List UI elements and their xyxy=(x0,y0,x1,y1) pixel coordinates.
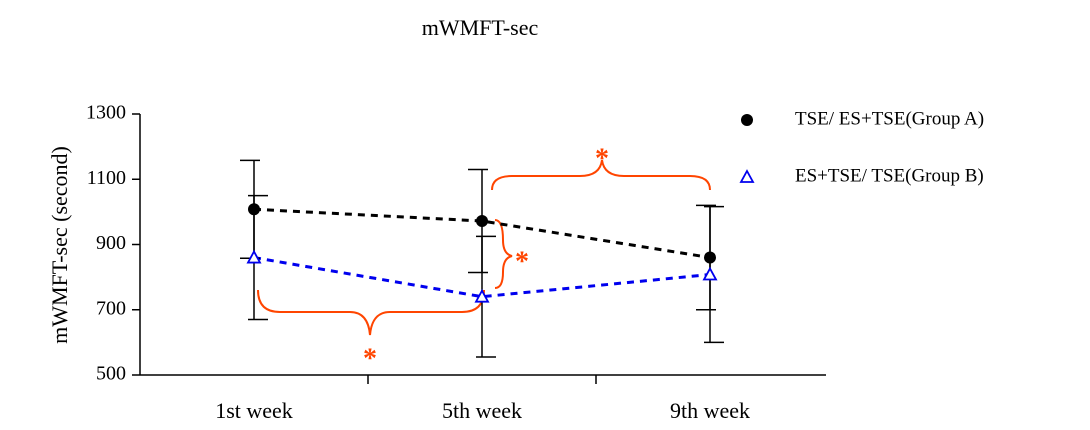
brace xyxy=(495,220,512,288)
page: {"chart_data": {"type": "line", "title":… xyxy=(0,0,1090,430)
legend-marker xyxy=(741,171,753,182)
annotation: * xyxy=(595,143,609,174)
y-tick-label: 1300 xyxy=(86,102,126,124)
chart-title: mWMFT-sec xyxy=(422,15,539,40)
chart: mWMFT-sec mWMFT-sec (second) 500 700 900 11… xyxy=(0,0,1090,430)
brace xyxy=(258,290,484,335)
y-tick-label: 700 xyxy=(96,297,126,319)
marker xyxy=(476,215,488,227)
legend-marker xyxy=(741,114,753,126)
legend-label: TSE/ ES+TSE(Group A) xyxy=(795,108,984,129)
x-tick-label: 9th week xyxy=(670,398,750,423)
y-tick-label: 900 xyxy=(96,232,126,254)
x-tick-label: 1st week xyxy=(215,398,293,423)
y-tick-label: 500 xyxy=(96,363,126,385)
legend-label: ES+TSE/ TSE(Group B) xyxy=(795,165,984,186)
annotation: * xyxy=(363,343,377,374)
x-tick-label: 5th week xyxy=(442,398,522,423)
annotation: * xyxy=(515,246,529,277)
y-axis-label: mWMFT-sec (second) xyxy=(47,146,72,344)
y-tick-label: 1100 xyxy=(87,167,126,189)
